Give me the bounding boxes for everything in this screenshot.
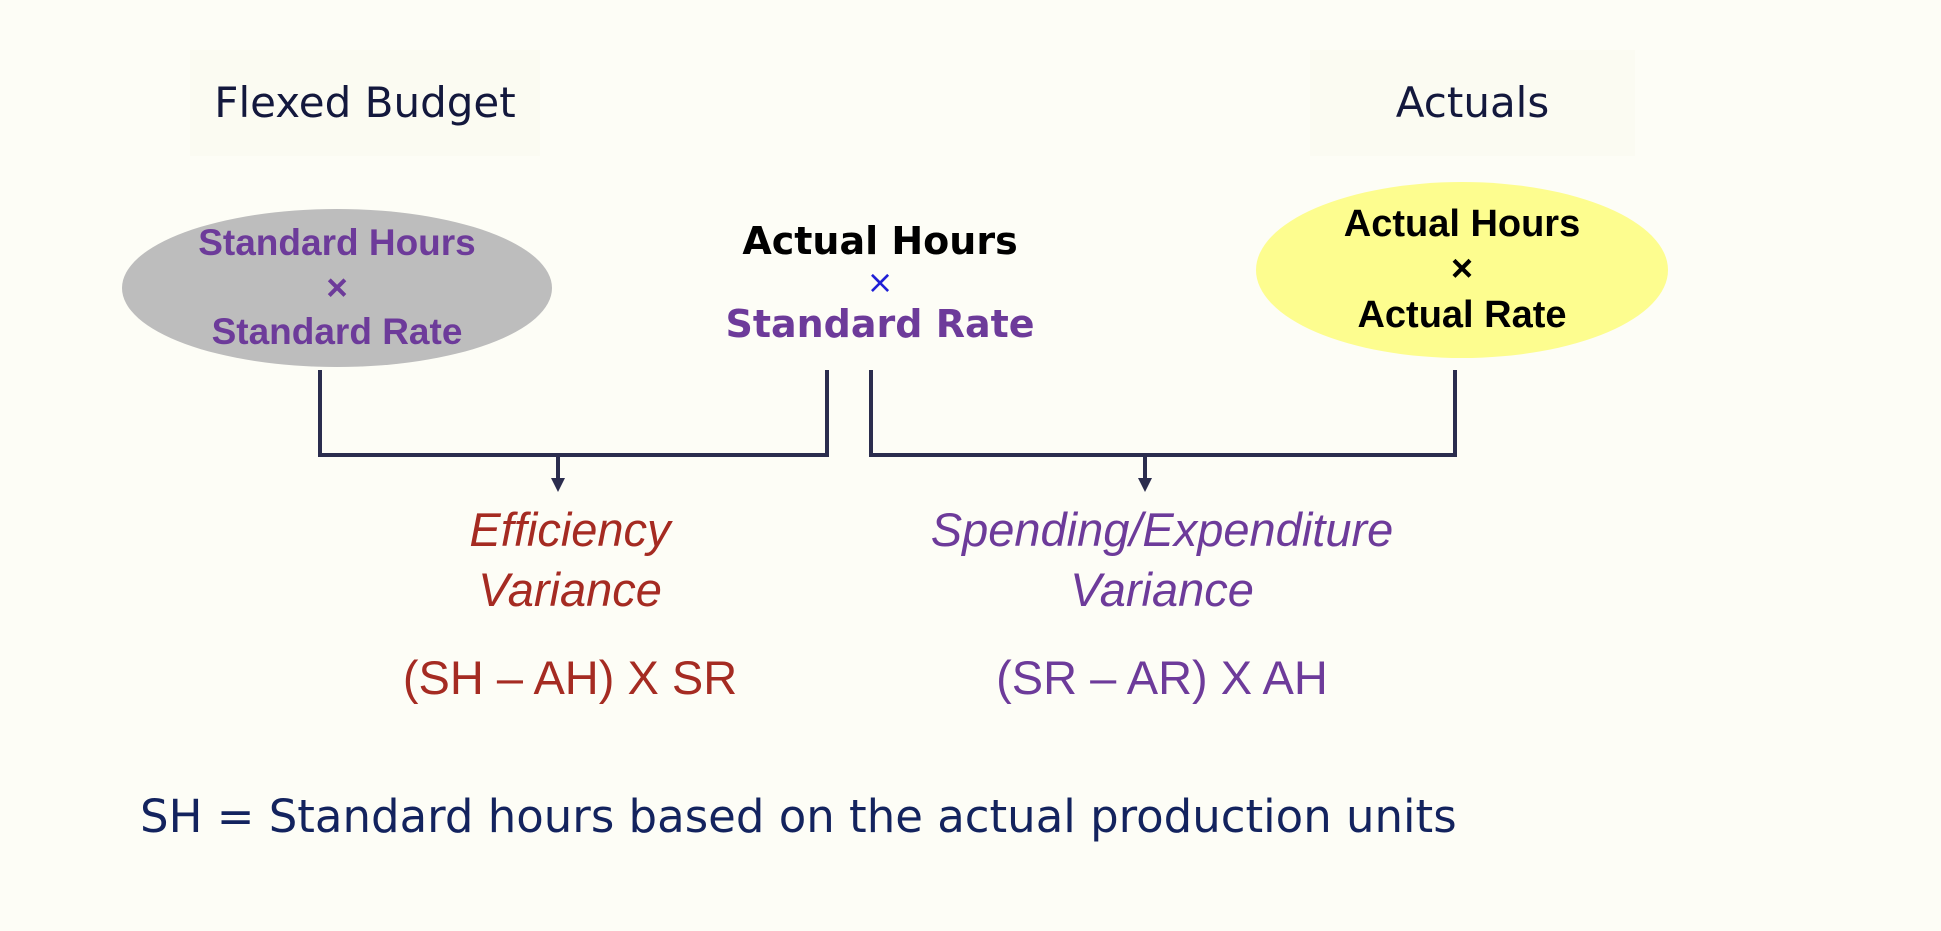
oval-line1: Standard Hours: [198, 222, 476, 264]
actuals-header: Actuals: [1310, 50, 1635, 156]
left-arrow-head: [551, 478, 565, 492]
efficiency-line1: Efficiency: [469, 503, 671, 556]
actual-hours-rate-oval: Actual Hours × Actual Rate: [1256, 182, 1668, 358]
right-bracket: [869, 370, 1457, 457]
times-symbol: ×: [326, 266, 348, 308]
efficiency-line2: Variance: [478, 563, 662, 616]
times-symbol: ×: [1450, 248, 1474, 291]
times-symbol: ×: [866, 263, 894, 301]
oval-line1: Actual Hours: [1343, 202, 1581, 245]
flexed-budget-header: Flexed Budget: [190, 50, 540, 156]
left-bracket: [318, 370, 829, 457]
oval-line2: Actual Rate: [1357, 293, 1567, 336]
efficiency-formula: (SH – AH) X SR: [402, 651, 738, 704]
efficiency-variance-label: Efficiency Variance: [370, 500, 770, 620]
spending-line2: Variance: [1070, 563, 1254, 616]
footnote: SH = Standard hours based on the actual …: [140, 790, 1457, 843]
spending-variance-label: Spending/Expenditure Variance: [862, 500, 1462, 620]
oval-line2: Standard Rate: [211, 311, 463, 353]
standard-hours-rate-oval: Standard Hours × Standard Rate: [122, 209, 552, 367]
right-arrow-head: [1138, 478, 1152, 492]
spending-formula: (SR – AR) X AH: [996, 651, 1328, 704]
middle-line2: Standard Rate: [725, 302, 1035, 346]
spending-line1: Spending/Expenditure: [930, 503, 1394, 556]
actual-hours-standard-rate-term: Actual Hours × Standard Rate: [670, 216, 1090, 350]
middle-line1: Actual Hours: [742, 219, 1018, 263]
